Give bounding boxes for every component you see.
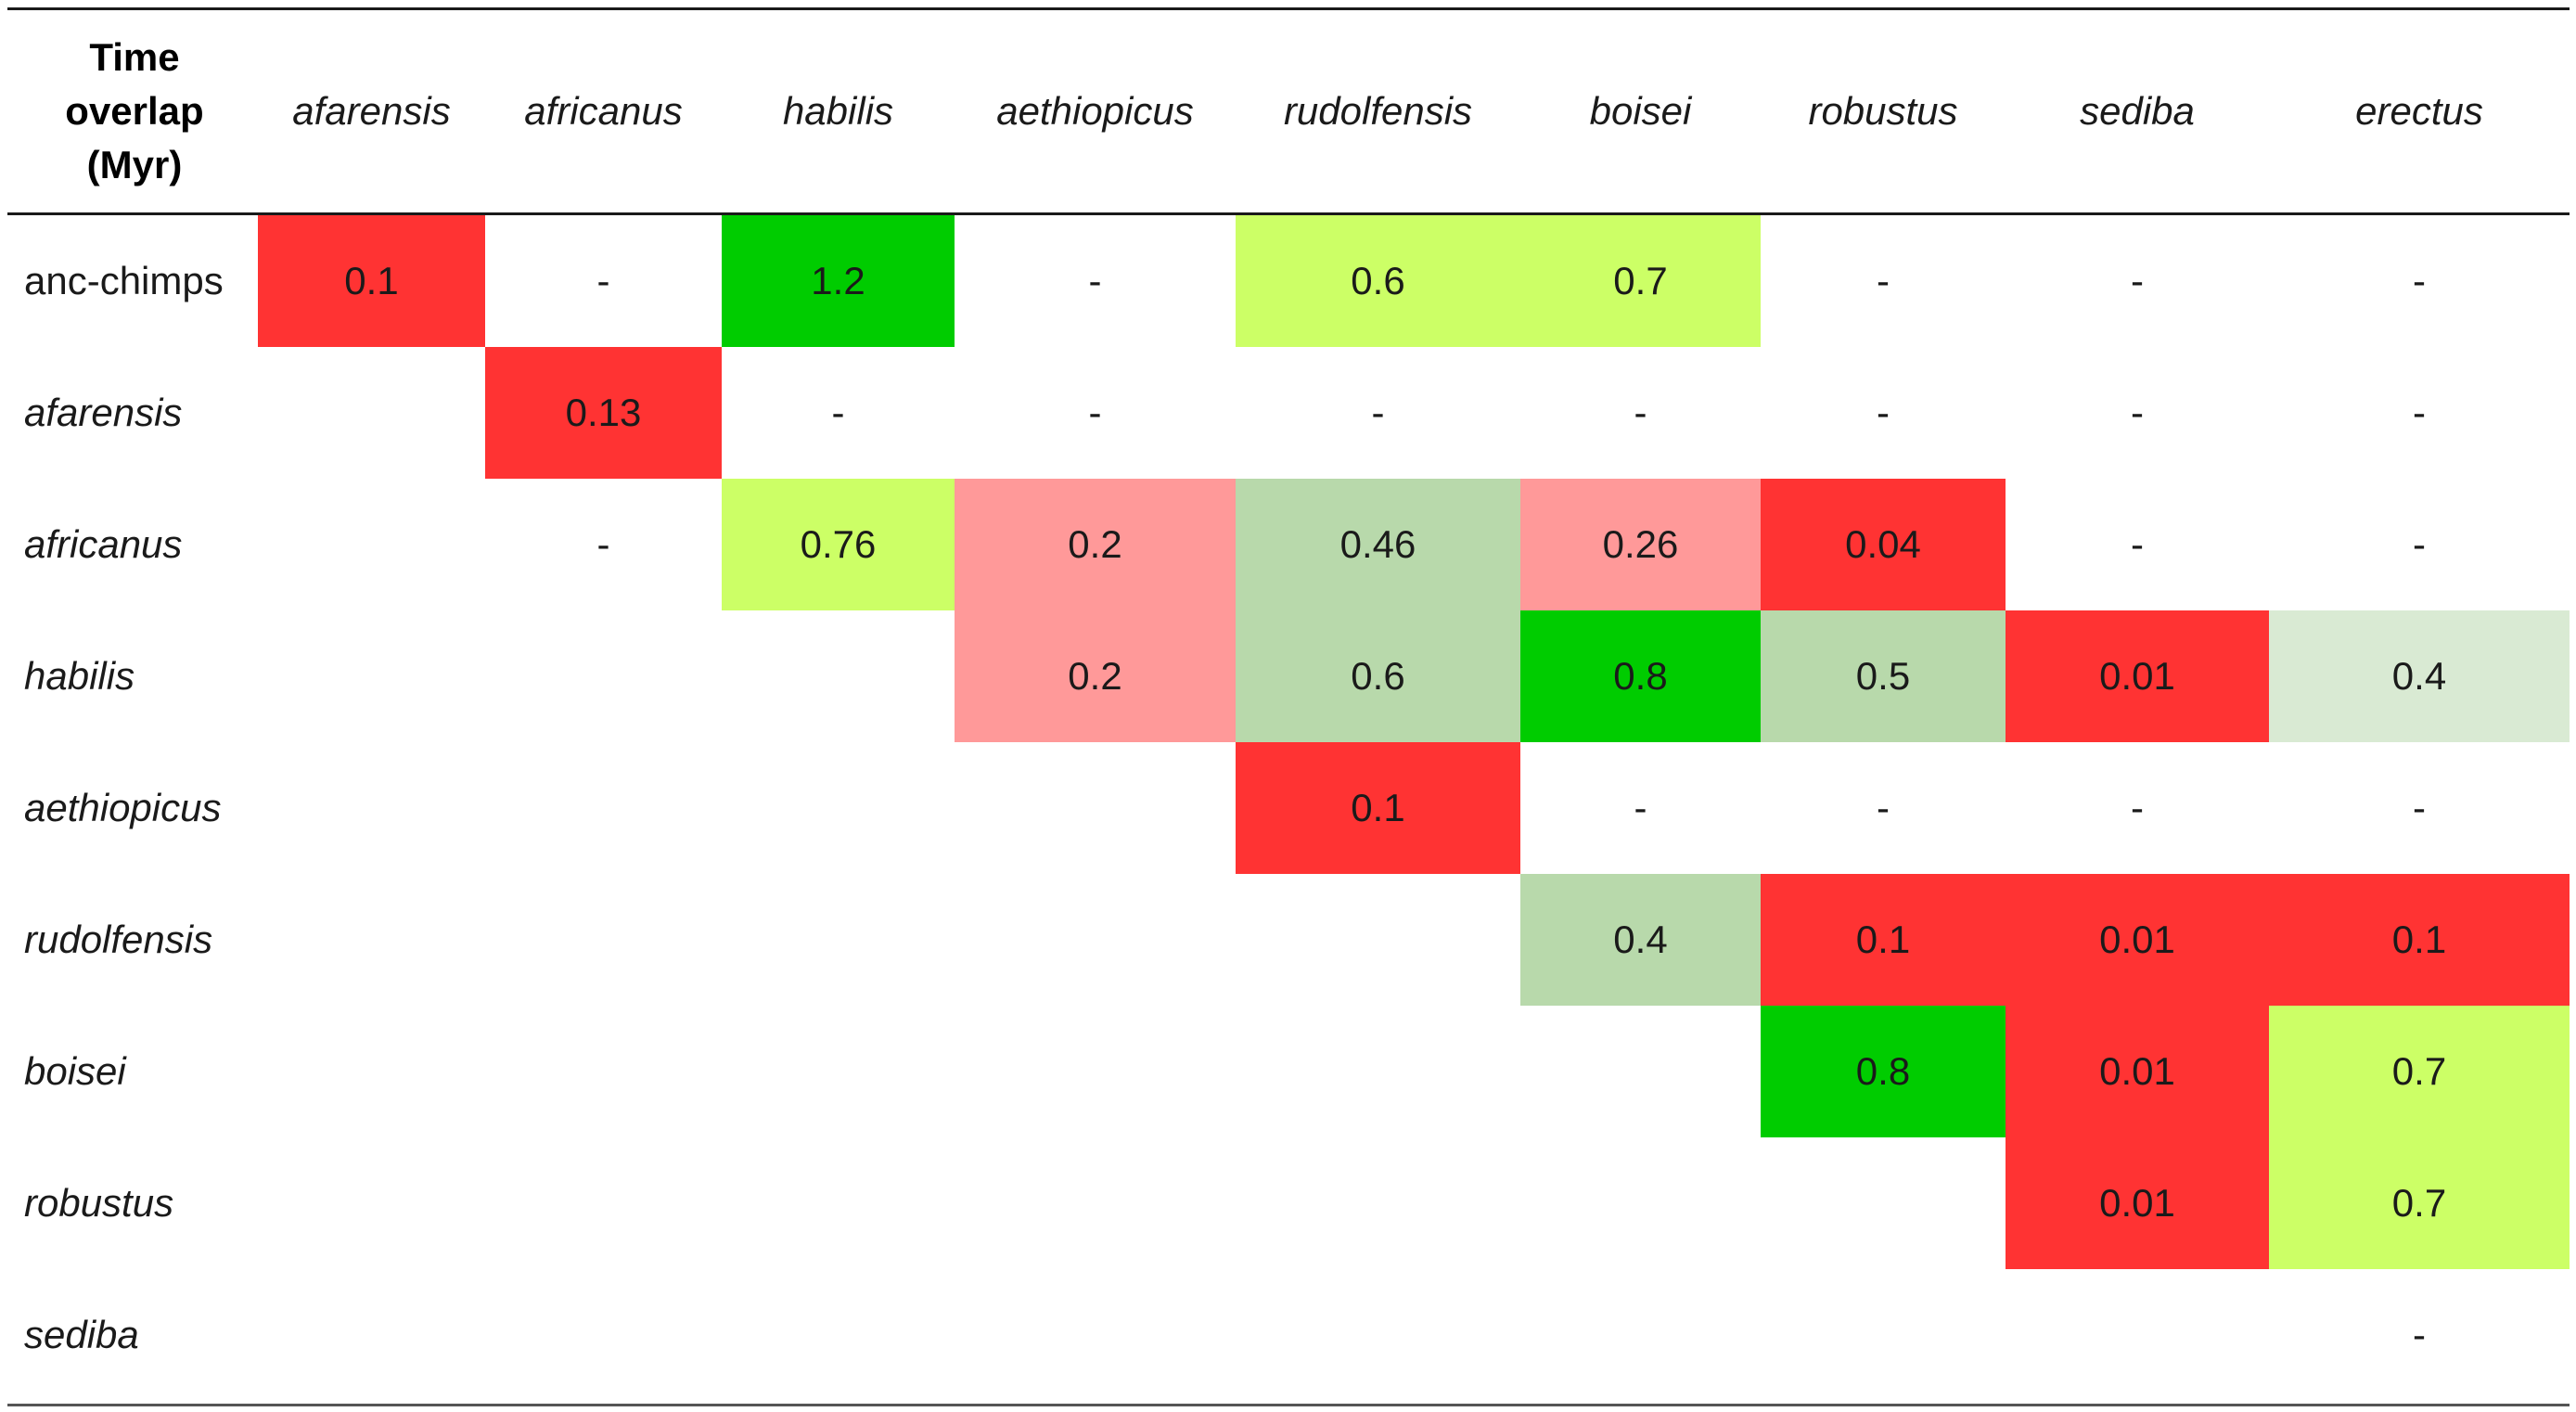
overlap-cell: - [2413,1313,2426,1356]
overlap-cell: 0.01 [2006,1006,2269,1137]
overlap-cell: - [596,522,610,566]
overlap-cell: - [2413,522,2426,566]
column-header-sediba: sediba [2080,88,2195,133]
row-label-aethiopicus: aethiopicus [24,786,222,829]
overlap-cell: - [831,391,845,434]
overlap-cell: - [1877,391,1890,434]
row-label-anc-chimps: anc-chimps [24,259,224,302]
column-header-boisei: boisei [1589,88,1692,133]
overlap-cell: - [1877,786,1890,829]
table-bottom-rule [7,1404,2570,1406]
overlap-cell: 0.1 [258,215,485,347]
column-header-erectus: erectus [2355,88,2483,133]
row-label-boisei: boisei [24,1049,126,1093]
column-header-habilis: habilis [782,88,894,133]
overlap-cell: 0.13 [485,347,722,479]
overlap-cell: 0.6 [1236,610,1520,742]
overlap-cell: - [1634,391,1647,434]
overlap-cell: - [1877,259,1890,302]
overlap-cell: 0.1 [1761,874,2006,1006]
overlap-cell: 0.04 [1761,479,2006,610]
overlap-cell: 0.7 [1520,215,1761,347]
overlap-cell: 0.01 [2006,874,2269,1006]
row-label-robustus: robustus [24,1181,174,1225]
corner-header-line: overlap [65,88,204,133]
row-label-habilis: habilis [24,654,135,698]
overlap-cell: - [1371,391,1385,434]
overlap-cell: - [2131,259,2144,302]
overlap-cell: 0.8 [1520,610,1761,742]
overlap-cell: 0.4 [2269,610,2570,742]
overlap-cell: - [2131,786,2144,829]
column-header-rudolfensis: rudolfensis [1283,88,1473,133]
overlap-cell: 0.01 [2006,610,2269,742]
corner-header: Time overlap (Myr) [19,11,250,211]
overlap-cell: - [596,259,610,302]
overlap-cell: 0.5 [1761,610,2006,742]
overlap-cell: - [2413,786,2426,829]
row-label-africanus: africanus [24,522,183,566]
overlap-cell: - [2131,391,2144,434]
overlap-cell: 0.1 [2269,874,2570,1006]
overlap-cell: 0.26 [1520,479,1761,610]
row-label-rudolfensis: rudolfensis [24,918,213,961]
overlap-cell: - [2131,522,2144,566]
table-header-rule [7,212,2570,215]
overlap-cell: 0.1 [1236,742,1520,874]
overlap-cell: 0.2 [955,479,1236,610]
table-top-rule [7,7,2570,10]
overlap-cell: - [2413,391,2426,434]
column-header-afarensis: afarensis [292,88,451,133]
overlap-cell: 0.7 [2269,1006,2570,1137]
overlap-cell: 1.2 [722,215,955,347]
overlap-cell: 0.7 [2269,1137,2570,1269]
row-label-sediba: sediba [24,1313,139,1356]
row-label-afarensis: afarensis [24,391,183,434]
overlap-cell: - [1088,259,1102,302]
overlap-cell: - [1088,391,1102,434]
overlap-cell: 0.8 [1761,1006,2006,1137]
overlap-cell: 0.6 [1236,215,1520,347]
overlap-cell: 0.76 [722,479,955,610]
overlap-cell: - [2413,259,2426,302]
corner-header-line: Time [89,34,180,79]
overlap-cell: 0.46 [1236,479,1520,610]
overlap-cell: - [1634,786,1647,829]
column-header-robustus: robustus [1808,88,1958,133]
overlap-cell: 0.2 [955,610,1236,742]
overlap-cell: 0.4 [1520,874,1761,1006]
column-header-africanus: africanus [524,88,683,133]
overlap-cell: 0.01 [2006,1137,2269,1269]
corner-header-line: (Myr) [86,142,183,186]
column-header-aethiopicus: aethiopicus [996,88,1194,133]
